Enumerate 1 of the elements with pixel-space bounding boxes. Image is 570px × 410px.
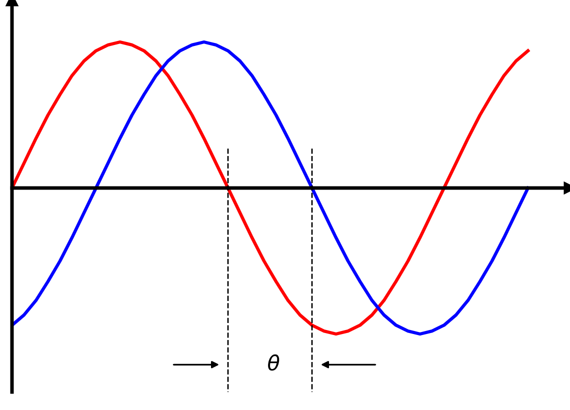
text: θ <box>268 354 280 371</box>
